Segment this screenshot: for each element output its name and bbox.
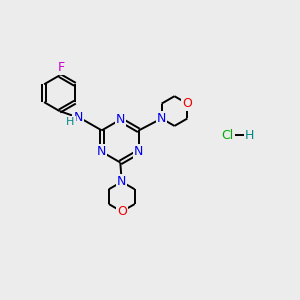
- Text: N: N: [117, 175, 127, 188]
- Text: N: N: [116, 113, 125, 126]
- Text: H: H: [66, 117, 75, 127]
- Text: N: N: [134, 145, 143, 158]
- Text: O: O: [117, 205, 127, 218]
- Text: N: N: [157, 112, 166, 125]
- Text: N: N: [97, 145, 106, 158]
- Text: O: O: [182, 97, 192, 110]
- Text: N: N: [73, 110, 83, 124]
- Text: Cl: Cl: [221, 129, 233, 142]
- Text: H: H: [245, 129, 254, 142]
- Text: F: F: [58, 61, 64, 74]
